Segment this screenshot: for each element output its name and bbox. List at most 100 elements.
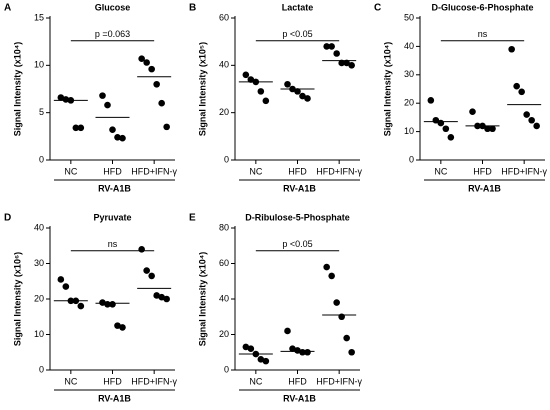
data-point [489,125,496,133]
data-point [437,119,445,127]
data-point [104,301,111,308]
data-point [513,82,520,90]
data-point [508,45,515,53]
y-tick-label: 20 [404,98,414,108]
data-point [484,125,491,133]
data-point [333,50,340,57]
panel-title: D-Ribulose-5-Phosphate [245,212,350,222]
y-tick-label: 40 [219,60,229,70]
y-tick-label: 20 [34,293,44,303]
x-tick-label: HFD+IFN-γ [131,166,177,176]
data-point [333,299,340,306]
y-tick-label: 0 [409,154,414,164]
panel-title: Glucose [95,2,131,12]
data-point [109,301,116,308]
data-point [242,71,250,79]
data-point [99,92,106,99]
data-point [242,343,250,351]
data-point [447,133,455,141]
data-point [163,295,170,303]
x-tick-label: HFD [103,166,122,176]
data-point [323,263,330,271]
data-point [247,345,255,352]
y-tick-label: 0 [224,154,229,164]
data-point [163,123,170,131]
data-point [294,88,301,95]
data-point [72,124,80,132]
x-tick-label: HFD [288,376,307,386]
data-point [299,348,306,356]
data-point [158,293,165,301]
data-point [262,97,270,105]
data-point [533,122,540,130]
significance-label: p <0.05 [282,29,312,39]
panel-title: Lactate [282,2,314,12]
data-point [143,267,150,274]
y-tick-label: 40 [404,41,414,51]
x-tick-label: NC [249,376,262,386]
x-tick-label: HFD+IFN-γ [131,376,177,386]
y-tick-label: 10 [34,60,44,70]
panel-letter: E [189,213,196,224]
data-point [257,356,265,363]
data-point [119,324,126,331]
data-point [138,246,145,253]
significance-label: ns [108,239,118,249]
y-tick-label: 50 [404,12,414,22]
x-tick-label: HFD [288,166,307,176]
panel: E D-Ribulose-5-Phosphate Signal Intensity … [189,212,363,403]
panel-letter: C [374,3,381,14]
data-point [148,272,155,280]
data-point [343,334,350,342]
x-tick-label: HFD+IFN-γ [316,166,362,176]
x-tick-label: NC [64,166,77,176]
y-tick-label: 60 [219,258,229,268]
data-point [77,302,85,310]
y-tick-label: 10 [34,329,44,339]
data-point [158,99,165,107]
data-point [143,59,150,66]
data-point [348,62,355,69]
y-tick-label: 15 [34,12,44,22]
data-point [338,59,345,67]
group-label: RV-A1B [468,183,501,193]
y-tick-label: 10 [404,126,414,136]
data-point [284,327,291,335]
data-point [104,101,111,109]
data-point [138,55,145,63]
y-axis-label: Signal Intensity (x10⁴) [197,252,207,346]
data-point [323,43,330,50]
panel: D Pyruvate Signal Intensity (x10⁶) 0 10 20 30 4… [4,212,178,403]
data-point [528,116,535,124]
y-tick-label: 60 [219,12,229,22]
x-tick-label: HFD+IFN-γ [316,376,362,386]
panel: A Glucose Signal Intensity (x10⁴) 0 5 10 15 NC H… [4,2,178,193]
x-tick-label: HFD+IFN-γ [501,166,547,176]
data-point [57,94,65,101]
data-point [343,59,350,67]
y-tick-label: 30 [34,258,44,268]
data-point [328,43,335,50]
significance-label: p =0.063 [95,29,130,39]
y-tick-label: 0 [39,154,44,164]
data-point [77,124,85,132]
data-point [427,97,435,104]
data-point [262,357,270,365]
data-point [148,65,155,73]
panel: C D-Glucose-6-Phosphate Signal Intensity (… [374,2,548,193]
panel-letter: B [189,3,196,14]
group-label: RV-A1B [98,393,131,403]
y-axis-label: Signal Intensity (x10⁴) [12,42,22,136]
data-point [289,345,296,352]
significance-label: ns [478,29,488,39]
data-point [348,348,355,356]
y-axis-label: Signal Intensity (x10⁴) [382,42,392,136]
group-label: RV-A1B [283,183,316,193]
x-tick-label: NC [434,166,447,176]
group-label: RV-A1B [98,183,131,193]
data-point [109,126,116,134]
data-point [304,348,311,356]
data-point [523,111,530,118]
y-tick-label: 5 [39,107,44,117]
